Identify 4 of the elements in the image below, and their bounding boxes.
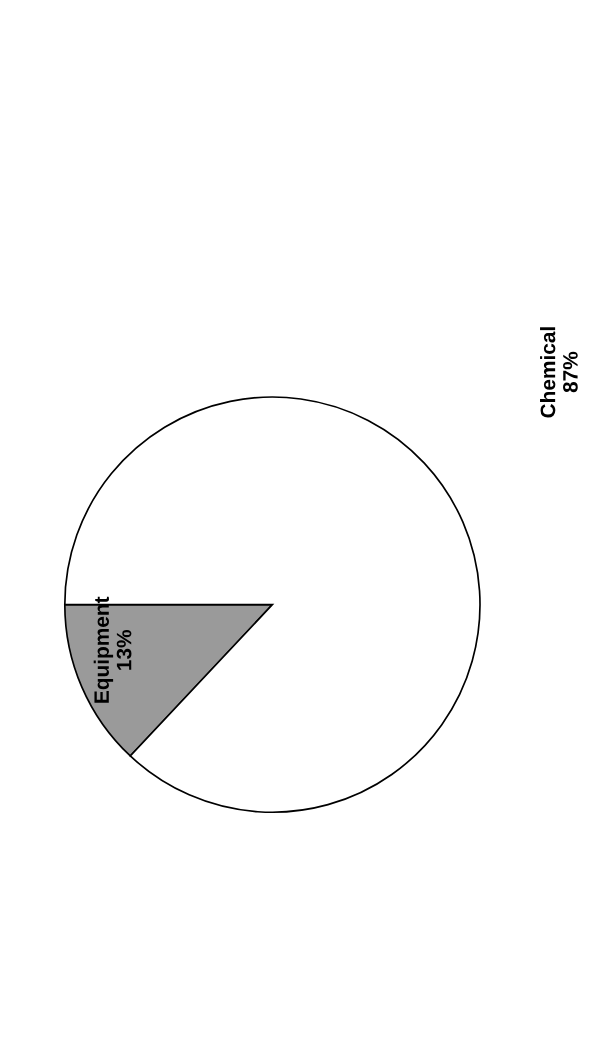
slice-label: Equipment xyxy=(93,596,114,703)
data-label: 13% xyxy=(116,630,132,670)
data-label: 87% xyxy=(563,351,578,393)
slice-label: Chemical xyxy=(540,327,556,418)
